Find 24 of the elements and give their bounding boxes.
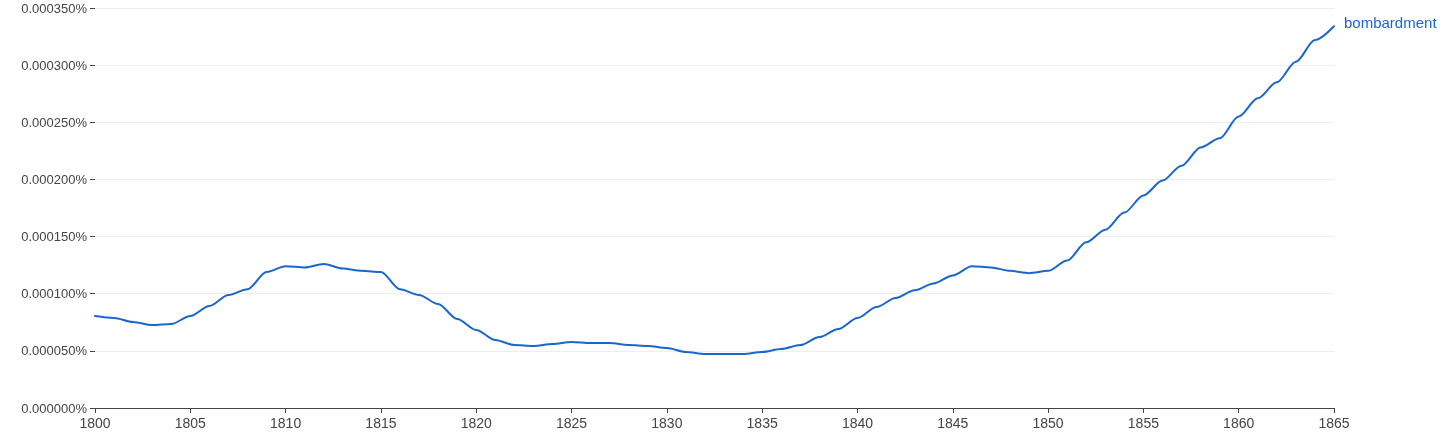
x-tick-label: 1840 <box>841 415 874 431</box>
x-tick-label: 1800 <box>79 415 111 431</box>
y-tick-label: 0.000000% <box>21 400 88 416</box>
series-label: bombardment <box>1344 13 1438 31</box>
x-tick-label: 1865 <box>1318 415 1350 431</box>
x-tick-label: 1820 <box>460 415 493 431</box>
y-tick-label: 0.000100% <box>21 286 88 302</box>
x-tick-label: 1830 <box>651 415 683 431</box>
y-tick-label: 0.000200% <box>21 171 88 187</box>
y-tick-label: 0.000350% <box>21 0 88 16</box>
line-series <box>94 25 1335 355</box>
x-tick-label: 1810 <box>270 415 302 431</box>
y-tick-label: 0.000150% <box>21 229 88 245</box>
x-tick-label: 1855 <box>1127 415 1160 431</box>
x-tick-label: 1815 <box>365 415 397 431</box>
x-tick-label: 1825 <box>555 415 588 431</box>
x-tick-label: 1835 <box>746 415 778 431</box>
y-tick-label: 0.000050% <box>21 343 88 359</box>
x-tick-label: 1850 <box>1032 415 1064 431</box>
y-tick-label: 0.000300% <box>21 57 88 73</box>
x-tick-label: 1860 <box>1223 415 1255 431</box>
y-tick-label: 0.000250% <box>21 114 88 130</box>
x-tick-label: 1845 <box>937 415 969 431</box>
x-tick-label: 1805 <box>174 415 207 431</box>
